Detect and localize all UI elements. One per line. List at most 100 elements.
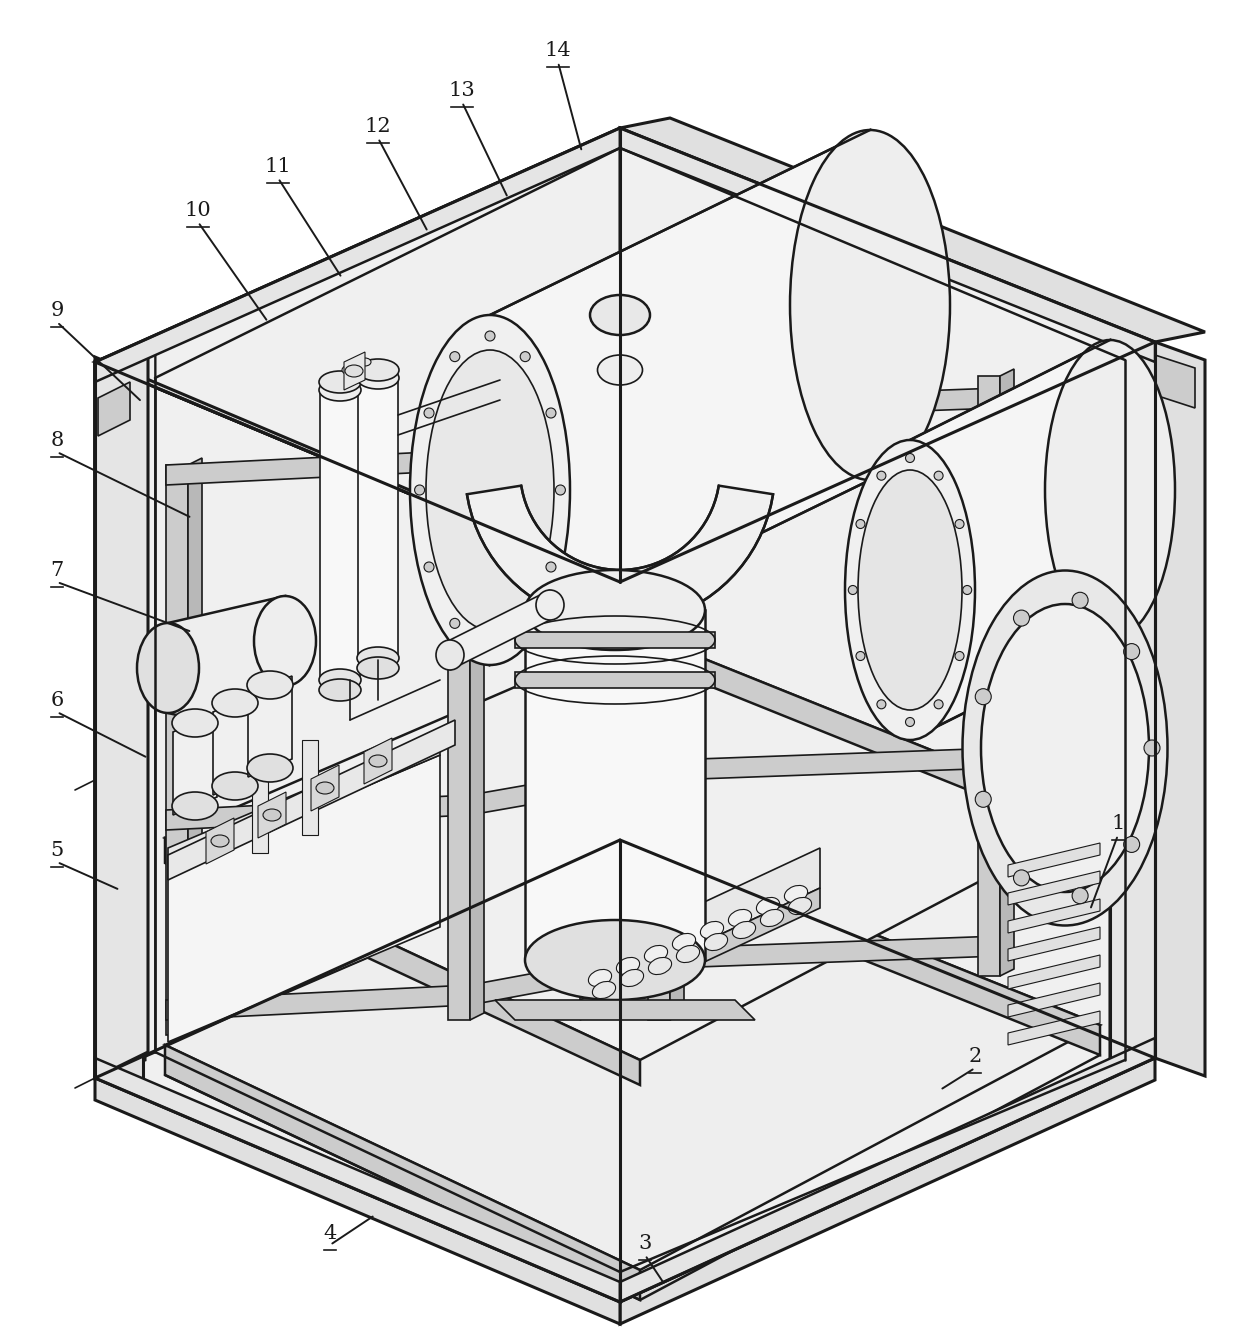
- Ellipse shape: [344, 366, 363, 378]
- Ellipse shape: [212, 689, 258, 716]
- Polygon shape: [620, 128, 1154, 362]
- Ellipse shape: [700, 922, 724, 938]
- Polygon shape: [1008, 843, 1099, 878]
- Ellipse shape: [263, 809, 281, 821]
- Polygon shape: [1109, 341, 1154, 1058]
- Ellipse shape: [449, 618, 459, 629]
- Polygon shape: [670, 388, 1000, 419]
- Polygon shape: [248, 676, 292, 777]
- Ellipse shape: [962, 570, 1167, 926]
- Text: 2: 2: [968, 1047, 982, 1066]
- Polygon shape: [620, 1038, 1154, 1302]
- Ellipse shape: [1123, 836, 1139, 852]
- Text: 5: 5: [50, 841, 64, 860]
- Ellipse shape: [137, 624, 198, 714]
- Ellipse shape: [844, 415, 857, 425]
- Polygon shape: [448, 450, 470, 1020]
- Ellipse shape: [369, 755, 387, 767]
- Ellipse shape: [319, 371, 361, 392]
- Ellipse shape: [649, 957, 671, 974]
- Polygon shape: [640, 840, 1099, 1055]
- Ellipse shape: [856, 652, 865, 660]
- Text: 8: 8: [50, 431, 64, 450]
- Ellipse shape: [835, 407, 856, 422]
- Ellipse shape: [1013, 870, 1030, 886]
- Text: 1: 1: [1111, 814, 1124, 833]
- Ellipse shape: [319, 379, 361, 401]
- Polygon shape: [620, 1058, 1154, 1324]
- Polygon shape: [311, 765, 339, 810]
- Polygon shape: [670, 749, 1000, 780]
- Polygon shape: [165, 1046, 640, 1300]
- Ellipse shape: [812, 227, 827, 237]
- Ellipse shape: [756, 898, 780, 914]
- Polygon shape: [206, 818, 235, 864]
- Polygon shape: [1008, 899, 1099, 933]
- Ellipse shape: [525, 921, 705, 1000]
- Ellipse shape: [1072, 593, 1088, 609]
- Polygon shape: [258, 792, 286, 839]
- Polygon shape: [470, 948, 670, 1005]
- Polygon shape: [168, 595, 285, 741]
- Text: 10: 10: [185, 202, 211, 220]
- Polygon shape: [166, 796, 470, 831]
- Ellipse shape: [247, 671, 293, 699]
- Polygon shape: [515, 672, 715, 688]
- Polygon shape: [165, 840, 1099, 1270]
- Polygon shape: [495, 1000, 755, 1020]
- Ellipse shape: [906, 718, 915, 727]
- Ellipse shape: [845, 439, 975, 741]
- Ellipse shape: [590, 294, 650, 335]
- Ellipse shape: [520, 352, 530, 362]
- Polygon shape: [364, 738, 392, 784]
- Polygon shape: [166, 985, 470, 1020]
- Polygon shape: [168, 732, 441, 870]
- Ellipse shape: [424, 562, 434, 573]
- Polygon shape: [515, 632, 715, 648]
- Ellipse shape: [357, 646, 399, 669]
- Polygon shape: [188, 458, 202, 1035]
- Ellipse shape: [778, 246, 799, 262]
- Ellipse shape: [617, 957, 640, 974]
- Polygon shape: [470, 759, 670, 814]
- Ellipse shape: [676, 945, 700, 962]
- Polygon shape: [910, 340, 1109, 741]
- Polygon shape: [1109, 341, 1154, 1064]
- Ellipse shape: [436, 640, 464, 671]
- Polygon shape: [1008, 982, 1099, 1017]
- Ellipse shape: [411, 314, 570, 665]
- Ellipse shape: [815, 337, 836, 352]
- Polygon shape: [95, 337, 155, 1078]
- Ellipse shape: [815, 228, 836, 243]
- Polygon shape: [620, 128, 1154, 1302]
- Polygon shape: [451, 590, 550, 671]
- Ellipse shape: [955, 652, 963, 660]
- Polygon shape: [302, 741, 318, 835]
- Ellipse shape: [906, 453, 915, 462]
- Ellipse shape: [593, 981, 615, 999]
- Ellipse shape: [342, 366, 358, 375]
- Ellipse shape: [424, 409, 434, 418]
- Polygon shape: [1008, 1011, 1099, 1046]
- Polygon shape: [648, 401, 670, 1020]
- Ellipse shape: [172, 710, 218, 737]
- Polygon shape: [344, 352, 364, 390]
- Polygon shape: [95, 344, 145, 1078]
- Ellipse shape: [962, 586, 972, 594]
- Polygon shape: [95, 1078, 620, 1324]
- Ellipse shape: [1144, 741, 1159, 755]
- Text: 14: 14: [544, 42, 572, 60]
- Ellipse shape: [729, 910, 751, 926]
- Ellipse shape: [485, 331, 495, 341]
- Polygon shape: [95, 340, 149, 1078]
- Ellipse shape: [555, 485, 565, 495]
- Ellipse shape: [877, 700, 886, 708]
- Polygon shape: [252, 758, 268, 853]
- Ellipse shape: [790, 130, 950, 480]
- Polygon shape: [670, 392, 684, 1020]
- Polygon shape: [165, 839, 640, 1085]
- Polygon shape: [213, 694, 257, 796]
- Polygon shape: [1154, 355, 1196, 409]
- Polygon shape: [620, 118, 1206, 341]
- Polygon shape: [99, 382, 130, 435]
